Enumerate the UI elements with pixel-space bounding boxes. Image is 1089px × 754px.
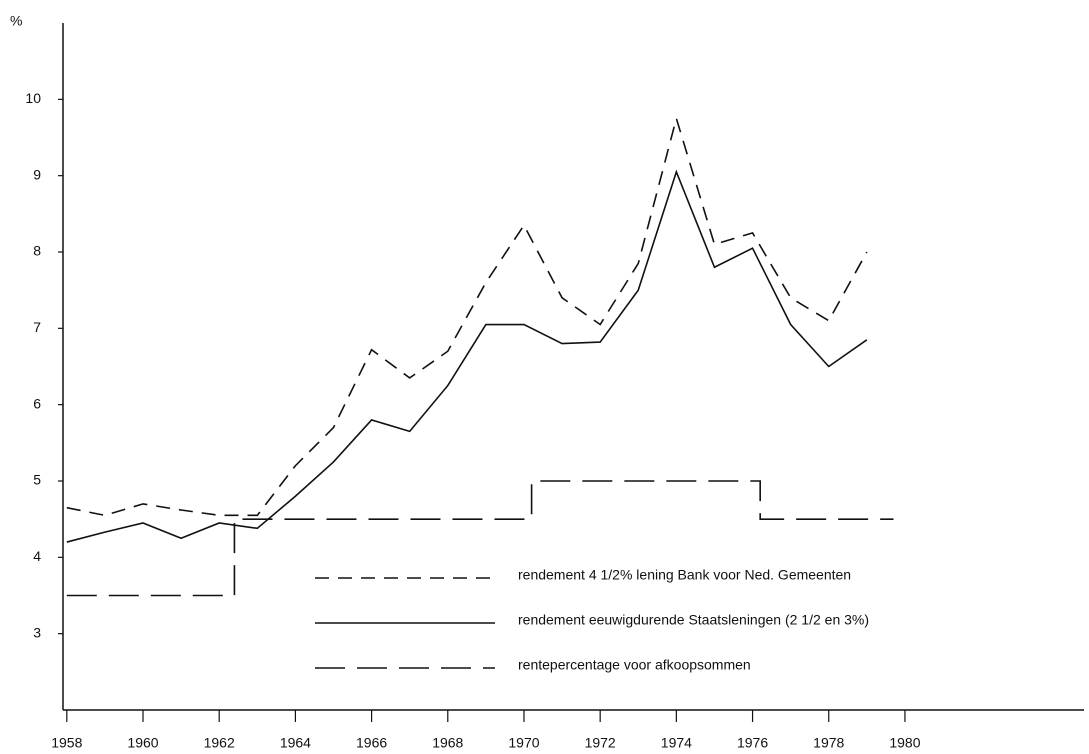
y-tick-label: 4 <box>33 548 41 564</box>
series-line <box>66 480 894 597</box>
y-tick-label: 5 <box>33 472 41 488</box>
y-tick-label: 8 <box>33 243 41 259</box>
legend-label: rentepercentage voor afkoopsommen <box>518 657 751 673</box>
x-tick-label: 1966 <box>356 735 387 751</box>
y-tick-label: 6 <box>33 395 41 411</box>
x-tick-label: 1958 <box>51 735 82 751</box>
x-tick-label: 1980 <box>889 735 920 751</box>
x-tick-label: 1972 <box>585 735 616 751</box>
legend-label: rendement 4 1/2% lening Bank voor Ned. G… <box>518 567 851 583</box>
x-tick-label: 1962 <box>204 735 235 751</box>
legend-label: rendement eeuwigdurende Staatsleningen (… <box>518 612 869 628</box>
x-tick-label: 1978 <box>813 735 844 751</box>
x-tick-label: 1970 <box>508 735 539 751</box>
x-tick-label: 1964 <box>280 735 311 751</box>
series-line <box>66 115 868 517</box>
x-tick-label: 1974 <box>661 735 692 751</box>
y-tick-label: 3 <box>33 624 41 640</box>
y-tick-label: 7 <box>33 319 41 335</box>
y-tick-label: 10 <box>25 90 41 106</box>
x-tick-label: 1976 <box>737 735 768 751</box>
y-tick-label: 9 <box>33 166 41 182</box>
y-unit: % <box>10 13 22 29</box>
x-tick-label: 1960 <box>127 735 158 751</box>
series-line <box>66 169 868 543</box>
x-tick-label: 1968 <box>432 735 463 751</box>
